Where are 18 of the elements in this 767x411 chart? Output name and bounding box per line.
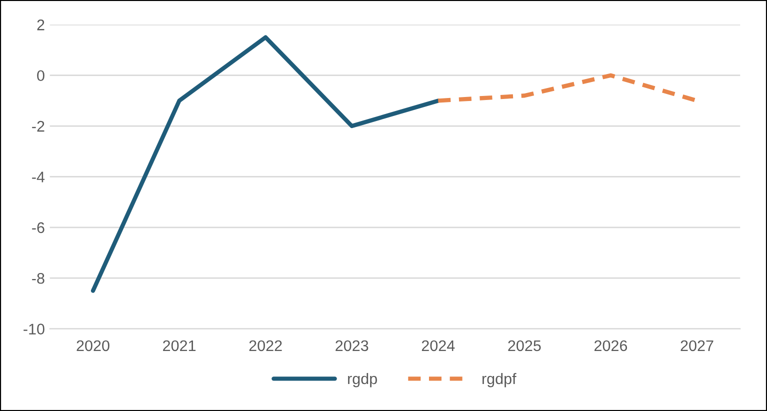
y-tick-label: -10 bbox=[24, 324, 44, 334]
legend-label: rgdpf bbox=[482, 372, 516, 388]
x-tick-label: 2026 bbox=[594, 340, 628, 352]
x-tick-label: 2027 bbox=[680, 340, 714, 352]
y-tick-label: -6 bbox=[32, 222, 44, 234]
y-tick-label: 0 bbox=[37, 70, 44, 82]
y-tick-label: 2 bbox=[37, 20, 44, 30]
x-tick-label: 2024 bbox=[422, 340, 455, 352]
line-series bbox=[90, 35, 440, 293]
y-tick-label: -4 bbox=[32, 172, 45, 182]
legend-label: rgdp bbox=[348, 372, 377, 388]
x-tick-label: 2021 bbox=[163, 340, 196, 352]
y-tick-label: -2 bbox=[32, 120, 44, 132]
x-tick-label: 2025 bbox=[508, 340, 541, 352]
x-tick-label: 2023 bbox=[336, 340, 368, 352]
x-tick-label: 2020 bbox=[76, 340, 110, 352]
x-tick-label: 2022 bbox=[249, 340, 282, 352]
y-tick-label: -8 bbox=[32, 272, 44, 284]
